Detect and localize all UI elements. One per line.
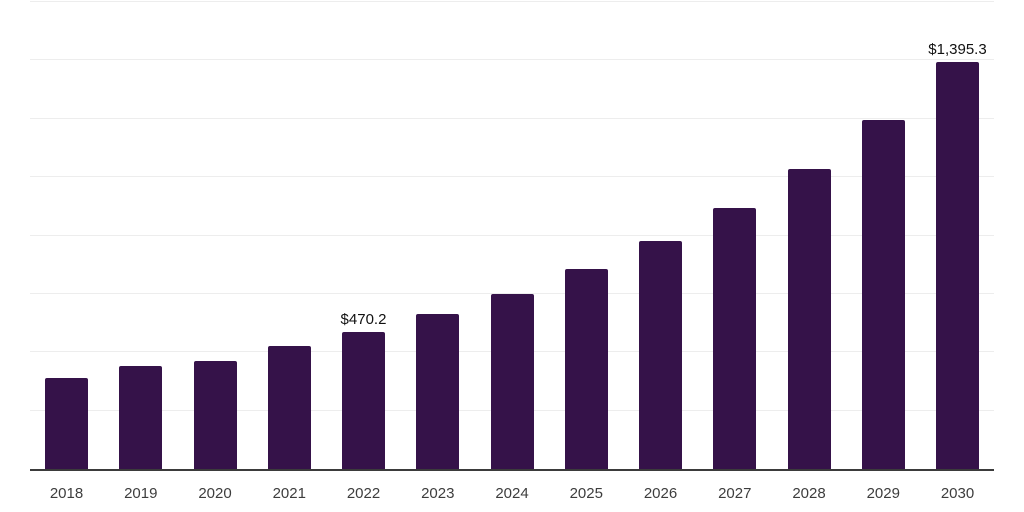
gridline-1400 — [30, 59, 994, 61]
x-axis-label-2024: 2024 — [495, 485, 529, 502]
x-axis-label-2030: 2030 — [940, 485, 975, 502]
bar-2028 — [787, 168, 831, 469]
bar-2029 — [861, 120, 905, 469]
x-axis-label-2028: 2028 — [792, 485, 826, 502]
bar-2023 — [416, 314, 460, 469]
x-axis-line — [30, 469, 994, 471]
x-axis-label-2026: 2026 — [643, 485, 678, 502]
x-axis-labels: 2018 2019 2020 2021 2022 2023 2024 2025 2026 2027… — [0, 485, 1024, 505]
x-axis-label-2020: 2020 — [198, 485, 232, 502]
x-axis-label-2021: 2021 — [272, 485, 306, 502]
x-axis-label-2023: 2023 — [421, 485, 455, 502]
x-axis-label-2025: 2025 — [569, 485, 603, 502]
gridline-1000 — [30, 176, 994, 178]
x-axis-label-2029: 2029 — [866, 485, 900, 502]
plot-area: $470.2 $1,395.3 — [30, 1, 994, 469]
bar-2020 — [193, 361, 237, 469]
bar-2025 — [564, 268, 608, 469]
x-axis-label-2022: 2022 — [346, 485, 381, 502]
gridline-600 — [30, 292, 994, 294]
bar-2024 — [490, 294, 534, 469]
gridline-800 — [30, 234, 994, 236]
bar-2021 — [267, 346, 311, 469]
x-axis-label-2019: 2019 — [124, 485, 158, 502]
bar-2026 — [639, 240, 682, 469]
gridline-1200 — [30, 117, 994, 119]
bar-2018 — [45, 378, 88, 469]
bar-2027 — [713, 208, 757, 469]
data-label-2022: $470.2 — [340, 310, 387, 328]
bar-2022 — [342, 331, 385, 469]
bar-2019 — [119, 365, 163, 469]
gridline-1600 — [30, 1, 994, 2]
bar-2030 — [936, 61, 979, 469]
x-axis-label-2018: 2018 — [49, 485, 84, 502]
x-axis-label-2027: 2027 — [718, 485, 752, 502]
data-label-2030: $1,395.3 — [928, 40, 987, 58]
